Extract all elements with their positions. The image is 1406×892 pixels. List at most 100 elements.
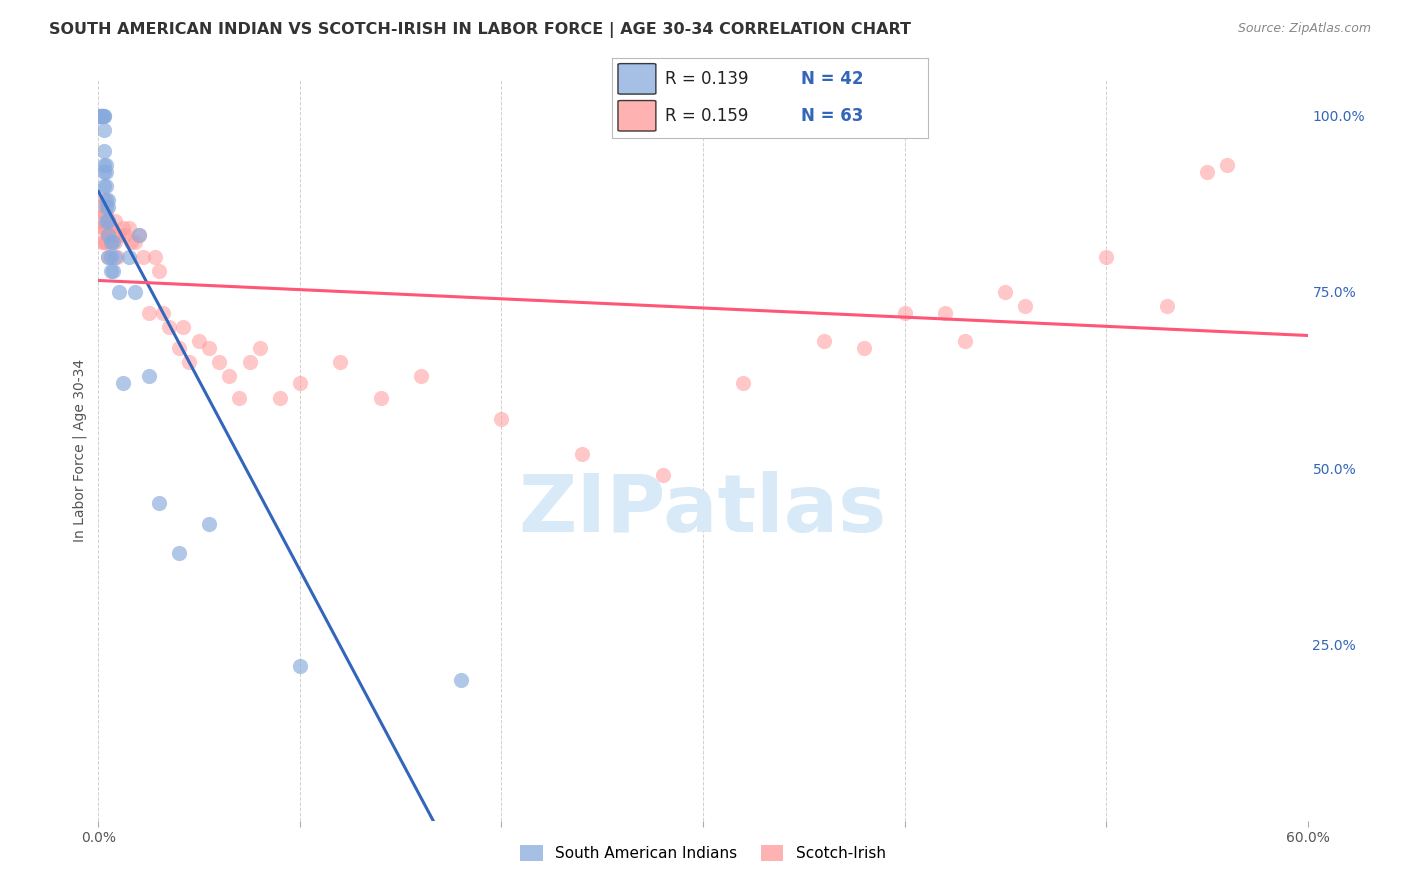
Point — [994, 285, 1017, 299]
Point — [124, 235, 146, 250]
Point — [118, 250, 141, 264]
Point — [97, 250, 120, 264]
Point — [288, 376, 311, 391]
Point — [96, 200, 118, 214]
Point — [208, 355, 231, 369]
Point — [89, 109, 111, 123]
Point — [91, 221, 114, 235]
Point — [96, 207, 118, 221]
Y-axis label: In Labor Force | Age 30-34: In Labor Force | Age 30-34 — [73, 359, 87, 542]
Point — [138, 369, 160, 384]
Point — [228, 391, 250, 405]
Point — [167, 546, 190, 560]
Point — [128, 228, 150, 243]
Point — [96, 235, 118, 250]
Point — [96, 179, 118, 194]
Text: N = 63: N = 63 — [801, 107, 863, 125]
Point — [91, 109, 114, 123]
Point — [172, 320, 194, 334]
Point — [934, 306, 956, 320]
Point — [1216, 158, 1239, 172]
Point — [97, 214, 120, 228]
Point — [329, 355, 352, 369]
Point — [288, 658, 311, 673]
Point — [97, 200, 120, 214]
Point — [97, 250, 120, 264]
Point — [97, 228, 120, 243]
Point — [239, 355, 262, 369]
Point — [1156, 299, 1178, 313]
Point — [450, 673, 472, 687]
Point — [124, 285, 146, 299]
Point — [813, 334, 835, 348]
Point — [370, 391, 392, 405]
Point — [128, 228, 150, 243]
Point — [91, 200, 114, 214]
Point — [96, 214, 118, 228]
Point — [93, 235, 115, 250]
Point — [107, 285, 129, 299]
Point — [111, 221, 134, 235]
Text: R = 0.139: R = 0.139 — [665, 70, 749, 87]
Point — [1195, 165, 1218, 179]
Point — [269, 391, 291, 405]
Point — [103, 250, 125, 264]
Legend: South American Indians, Scotch-Irish: South American Indians, Scotch-Irish — [513, 838, 893, 869]
Text: Source: ZipAtlas.com: Source: ZipAtlas.com — [1237, 22, 1371, 36]
Point — [101, 228, 124, 243]
Point — [101, 263, 124, 277]
Point — [100, 250, 122, 264]
Point — [143, 250, 166, 264]
Point — [491, 411, 513, 425]
Text: ZIPatlas: ZIPatlas — [519, 471, 887, 549]
Point — [97, 214, 120, 228]
Point — [103, 214, 125, 228]
Point — [157, 320, 180, 334]
Point — [249, 341, 271, 355]
Point — [93, 207, 115, 221]
Point — [107, 228, 129, 243]
Point — [152, 306, 174, 320]
Point — [96, 193, 118, 207]
Point — [93, 109, 115, 123]
Point — [120, 235, 142, 250]
Point — [100, 235, 122, 250]
Point — [138, 306, 160, 320]
Point — [893, 306, 915, 320]
Point — [91, 109, 114, 123]
Point — [111, 376, 134, 391]
Point — [1095, 250, 1118, 264]
Point — [91, 235, 114, 250]
Point — [93, 193, 115, 207]
Point — [93, 221, 115, 235]
Point — [148, 496, 170, 510]
Point — [571, 447, 593, 461]
Text: N = 42: N = 42 — [801, 70, 863, 87]
Point — [89, 109, 111, 123]
Point — [148, 263, 170, 277]
FancyBboxPatch shape — [619, 101, 655, 131]
Point — [101, 235, 124, 250]
Point — [179, 355, 201, 369]
Point — [100, 263, 122, 277]
Point — [91, 109, 114, 123]
Point — [198, 517, 221, 532]
Point — [114, 228, 136, 243]
Point — [93, 179, 115, 194]
Point — [91, 109, 114, 123]
Point — [96, 165, 118, 179]
Point — [132, 250, 155, 264]
Point — [198, 341, 221, 355]
Point — [118, 221, 141, 235]
Point — [218, 369, 240, 384]
Text: R = 0.159: R = 0.159 — [665, 107, 749, 125]
Point — [96, 221, 118, 235]
Point — [93, 144, 115, 158]
Point — [93, 122, 115, 136]
Point — [733, 376, 755, 391]
Point — [103, 235, 125, 250]
Point — [409, 369, 432, 384]
Point — [100, 221, 122, 235]
Text: SOUTH AMERICAN INDIAN VS SCOTCH-IRISH IN LABOR FORCE | AGE 30-34 CORRELATION CHA: SOUTH AMERICAN INDIAN VS SCOTCH-IRISH IN… — [49, 22, 911, 38]
Point — [97, 193, 120, 207]
